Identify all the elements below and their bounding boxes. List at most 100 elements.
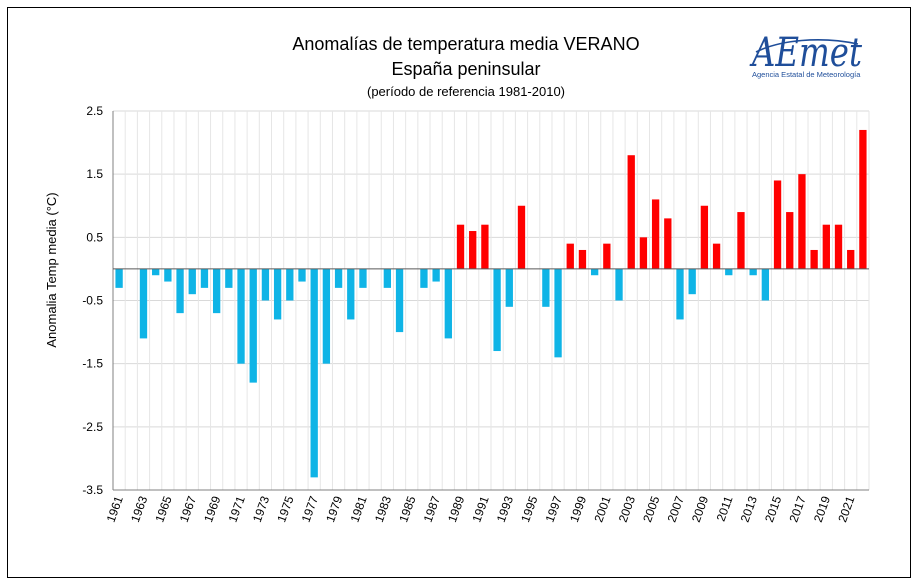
bar-1976 [298,268,306,282]
logo-wordmark: AEmet [749,30,863,76]
x-tick-label: 2009 [689,494,711,524]
bar-1993 [505,268,513,307]
x-tick-label: 2001 [591,494,613,524]
bar-1973 [261,268,270,301]
bar-2005 [651,199,660,269]
bar-1971 [237,268,245,364]
bar-2009 [700,205,709,269]
logo-tagline: Agencia Estatal de Meteorología [752,70,861,79]
y-tick-labels: 2.5 1.5 0.5 -0.5 -1.5 -2.5 -3.5 [82,104,103,497]
x-tick-label: 2013 [738,494,760,524]
bar-2021 [847,249,855,269]
bar-2017 [798,174,806,269]
x-tick-label: 1979 [323,494,345,524]
bar-2019 [822,224,830,269]
bar-1965 [164,268,172,282]
x-tick-label: 2003 [616,494,638,524]
bar-1966 [176,268,184,314]
x-tick-label: 1991 [469,494,491,524]
bar-1988 [444,268,452,339]
x-tick-label: 2005 [640,494,662,524]
bar-2014 [761,268,770,301]
chart-subtitle: España peninsular [391,59,540,79]
x-tick-label: 1985 [396,494,418,524]
bar-1978 [322,268,331,364]
x-tick-label: 1983 [372,494,394,524]
y-tick-label: -1.5 [82,357,103,371]
bar-1977 [310,268,318,478]
y-tick-label: -2.5 [82,420,103,434]
x-tick-label: 2007 [665,494,687,524]
bar-1999 [578,249,587,269]
bar-1972 [249,268,257,383]
x-tick-label: 1989 [445,494,467,524]
bar-2006 [664,218,672,269]
x-tick-label: 1973 [250,494,272,524]
bar-2012 [737,212,745,269]
bar-1991 [481,224,489,269]
bar-1981 [359,268,367,288]
chart-frame [7,7,911,578]
bar-2002 [615,268,623,301]
bar-1987 [432,268,440,282]
bar-2018 [810,249,818,269]
bar-1967 [188,268,196,295]
x-tick-label: 1999 [567,494,589,524]
x-tick-label: 1981 [347,494,369,524]
bar-2003 [627,155,635,269]
bar-1964 [152,268,160,276]
bar-2015 [773,180,782,269]
logo-swoosh-icon [755,39,859,53]
bar-1994 [517,205,526,269]
bar-2007 [676,268,684,320]
x-tick-label: 2017 [786,494,808,524]
bar-1998 [566,243,574,269]
bar-1969 [212,268,221,314]
bar-2010 [712,243,721,269]
bar-1974 [273,268,282,320]
bar-2022 [859,129,867,269]
bars [115,129,867,478]
x-tick-label: 1987 [421,494,443,524]
bar-2008 [688,268,696,295]
bar-1975 [286,268,294,301]
x-tick-label: 1961 [104,494,126,524]
y-tick-label: 0.5 [86,230,103,244]
y-tick-label: -0.5 [82,294,103,308]
chart-note: (período de referencia 1981-2010) [367,84,565,99]
x-tick-label: 1977 [299,494,321,524]
x-tick-label: 2011 [714,494,736,523]
x-tick-label: 2015 [762,494,784,524]
y-tick-label: 1.5 [86,167,103,181]
bar-1992 [493,268,501,352]
x-tick-labels: 1961 1963 1965 1967 1969 1971 1973 1975 1977 1979… [104,494,858,524]
bar-2000 [590,268,599,276]
grid-lines [112,110,870,491]
x-tick-label: 1967 [177,494,199,524]
y-axis-label: Anomalia Temp media (°C) [44,192,59,347]
bar-1996 [542,268,550,307]
bar-1990 [469,231,477,269]
bar-2001 [603,243,611,269]
x-tick-label: 1965 [152,494,174,524]
x-tick-label: 1975 [274,494,296,524]
bar-1997 [554,268,562,358]
bar-1961 [115,268,123,288]
axes [112,111,869,491]
bar-1984 [395,268,404,333]
bar-1970 [225,268,233,288]
chart-title: Anomalías de temperatura media VERANO [292,34,639,54]
x-tick-label: 2019 [811,494,833,524]
aemet-logo: AEmet Agencia Estatal de Meteorología [749,30,863,79]
bar-2020 [834,224,843,269]
x-tick-label: 1969 [201,494,223,524]
bar-1979 [334,268,343,288]
bar-1986 [420,268,428,288]
bar-2004 [639,237,648,269]
bar-2011 [725,268,733,276]
bar-1968 [200,268,209,288]
bar-1980 [347,268,355,320]
x-tick-label: 1963 [128,494,150,524]
x-tick-label: 1971 [226,494,248,524]
